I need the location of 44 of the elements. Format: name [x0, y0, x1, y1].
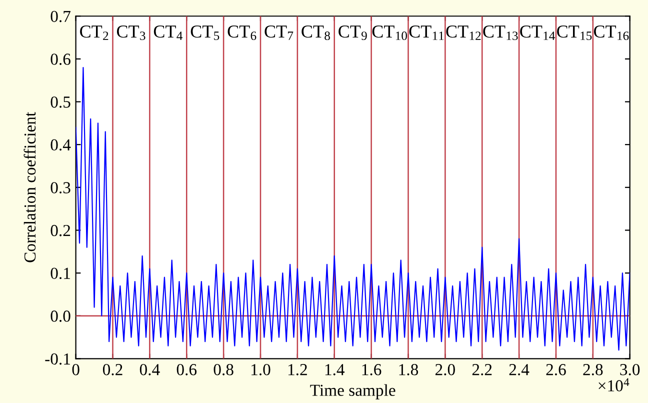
x-tick-label: 3.0 — [620, 364, 640, 376]
x-tick-label: 1.0 — [252, 364, 270, 376]
x-tick-label: 2.8 — [583, 364, 603, 376]
text: ×10$^{4}$ — [598, 378, 630, 392]
x-tick-label: 0.8 — [214, 364, 234, 376]
x-axis-title: Time sample — [310, 384, 396, 400]
annotation: CT$_{13}$ — [483, 25, 518, 40]
y-tick-label: 0.0 — [50, 310, 70, 322]
y-tick-label: 0.6 — [50, 54, 70, 65]
line-series — [76, 66, 630, 351]
annotation: CT$_{5}$ — [190, 25, 220, 40]
y-tick-label: 0.2 — [50, 224, 70, 236]
x-tick-label: 1.6 — [362, 364, 382, 376]
annotation: CT$_{15}$ — [557, 25, 592, 40]
y-tick-label: 0.7 — [50, 10, 70, 22]
y-tick-label: 0.5 — [50, 96, 70, 108]
annotation: CT$_{12}$ — [446, 25, 481, 40]
annotation: CT$_{11}$ — [409, 25, 444, 40]
annotation: CT$_{10}$ — [372, 25, 407, 40]
x-tick-label: 2.2 — [472, 364, 492, 376]
x-tick-label: 0.2 — [102, 364, 122, 376]
x-tick-label: 0 — [72, 364, 80, 376]
annotation: CT$_{4}$ — [154, 25, 183, 40]
annotation: CT$_{9}$ — [338, 25, 367, 40]
x-tick-label: 2.0 — [435, 364, 455, 376]
annotation: CT$_{2}$ — [80, 25, 108, 40]
y-axis-title: Correlation coefficient — [24, 112, 36, 262]
x-tick-label: 1.4 — [325, 364, 345, 376]
x-tick-label: 2.6 — [546, 364, 566, 376]
x-tick-label: 0.6 — [176, 364, 197, 376]
x-tick-label: 0.4 — [140, 364, 160, 376]
x-tick-label: 1.2 — [288, 364, 307, 376]
x-tick-label: 1.8 — [399, 364, 418, 376]
y-tick-label: 0.4 — [50, 139, 71, 151]
y-tick-label: -0.1 — [45, 353, 70, 365]
annotation: CT$_{6}$ — [228, 25, 256, 40]
annotation: CT$_{3}$ — [116, 25, 146, 40]
annotation: CT$_{16}$ — [594, 25, 629, 40]
annotation: CT$_{14}$ — [520, 25, 556, 40]
x-tick-label: 2.4 — [509, 364, 530, 376]
y-tick-label: 0.3 — [50, 182, 70, 194]
y-tick-label: 0.1 — [50, 268, 70, 280]
annotation: CT$_{7}$ — [264, 25, 294, 40]
annotation: CT$_{8}$ — [302, 25, 330, 40]
